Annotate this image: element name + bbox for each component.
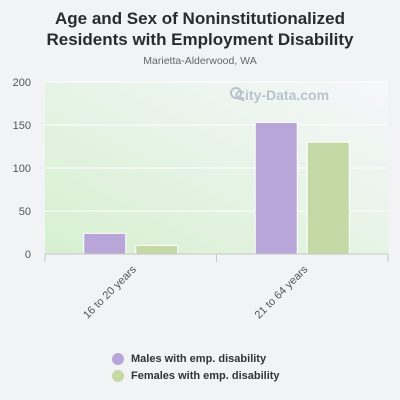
chart-title: Age and Sex of Noninstitutionalized Resid… — [46, 9, 354, 49]
legend-swatch-females — [112, 369, 124, 382]
legend: Males with emp. disability Females with … — [112, 350, 280, 384]
bar-females-1 — [135, 244, 179, 255]
y-tick-label: 200 — [13, 77, 31, 89]
legend-item-males: Males with emp. disability — [112, 350, 280, 367]
legend-swatch-males — [112, 352, 124, 365]
bar-males-1 — [83, 232, 127, 255]
legend-label-males: Males with emp. disability — [131, 352, 267, 365]
y-tick-label: 100 — [13, 163, 31, 175]
legend-label-females: Females with emp. disability — [131, 369, 280, 382]
y-tick-label: 150 — [13, 120, 31, 132]
bar-females-2 — [306, 141, 350, 255]
legend-item-females: Females with emp. disability — [112, 367, 280, 384]
watermark-text: City-Data.com — [235, 87, 329, 103]
y-tick-label: 50 — [19, 206, 31, 218]
bar-males-2 — [254, 121, 298, 255]
x-tick-label: 21 to 64 years — [253, 263, 311, 321]
y-tick-label: 0 — [25, 249, 31, 261]
x-tick-label: 16 to 20 years — [81, 263, 139, 321]
chart-subtitle: Marietta-Alderwood, WA — [143, 55, 257, 67]
watermark-magnifier-icon — [230, 87, 245, 102]
